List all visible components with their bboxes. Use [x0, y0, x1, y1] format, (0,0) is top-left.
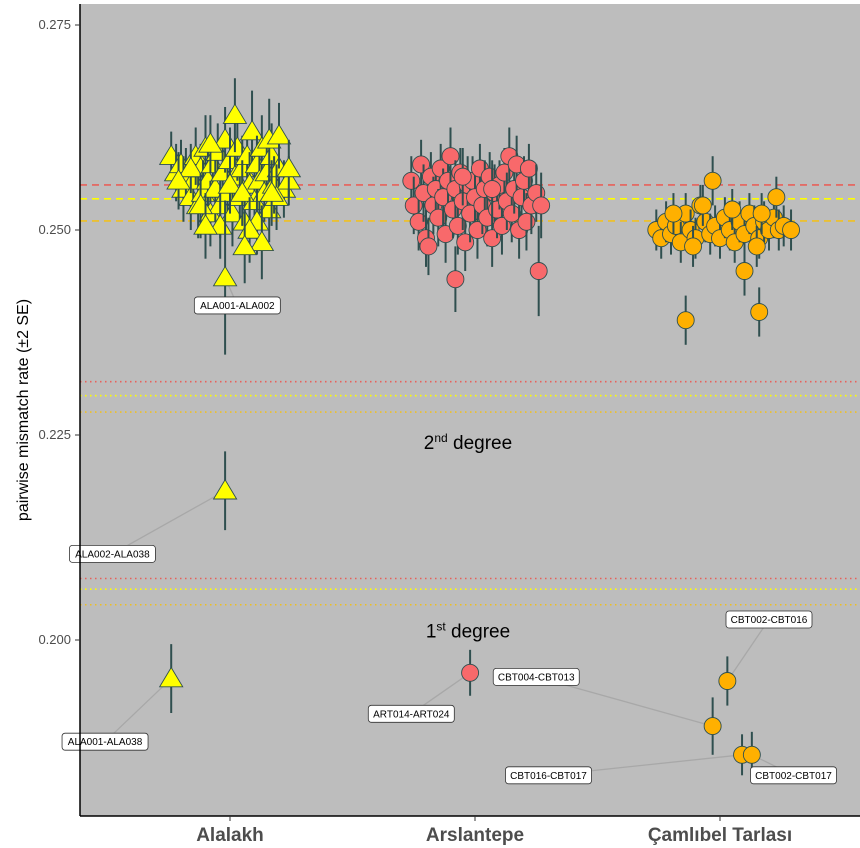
- point-0-44: [198, 132, 223, 153]
- point-2-27: [782, 221, 800, 239]
- pair-label-1: ALA002-ALA038: [75, 549, 150, 560]
- point-0-59: [276, 156, 302, 178]
- point-2-34: [752, 204, 771, 223]
- pair-label-box-2: [61, 732, 149, 751]
- y-axis-label: pairwise mismatch rate (±2 SE): [15, 299, 32, 521]
- labeled-point-3: [461, 663, 480, 682]
- point-0-47: [166, 168, 191, 190]
- x-tick-label-2: Çamlıbel Tarlası: [648, 825, 792, 846]
- y-axis: 0.200 0.225 0.250 0.275: [38, 17, 80, 647]
- point-2-33: [767, 188, 786, 207]
- point-2-36: [676, 311, 695, 330]
- point-1-6: [419, 237, 438, 256]
- point-2-35: [664, 204, 683, 223]
- y-tick-label-3: 0.275: [38, 17, 71, 32]
- point-0-55: [232, 234, 258, 256]
- pair-label-0: ALA001-ALA002: [200, 301, 275, 312]
- point-0-30: [239, 119, 265, 141]
- degree-annotation-1: 1st degree: [426, 620, 510, 643]
- labeled-point-7: [742, 745, 761, 764]
- point-1-10: [429, 208, 448, 227]
- pair-label-7: CBT002-CBT017: [755, 771, 832, 782]
- x-tick-label-0: Alalakh: [196, 825, 264, 846]
- point-1-53: [453, 167, 472, 186]
- pair-label-box-5: [492, 668, 580, 686]
- point-0-45: [217, 173, 243, 194]
- pair-label-6: CBT016-CBT017: [510, 771, 587, 782]
- point-2-38: [750, 303, 769, 321]
- pair-label-box-7: [750, 766, 837, 785]
- pair-label-box-3: [367, 704, 455, 723]
- pair-label-box-4: [725, 610, 813, 629]
- pair-label-box-6: [505, 766, 592, 785]
- data-points: [158, 78, 800, 778]
- point-2-31: [747, 237, 766, 256]
- x-tick-label-1: Arslantepe: [426, 825, 524, 846]
- point-2-37: [735, 262, 754, 280]
- pair-label-5: CBT004-CBT013: [498, 672, 575, 683]
- labeled-point-5: [703, 717, 722, 736]
- point-0-46: [229, 181, 255, 202]
- point-0-52: [222, 103, 248, 124]
- y-tick-label-0: 0.200: [38, 632, 71, 647]
- point-1-3: [412, 155, 431, 174]
- point-2-28: [684, 237, 702, 256]
- degree-annotations: 2nd degree 1st degree: [424, 431, 512, 643]
- point-2-30: [723, 200, 742, 219]
- connector-4: [726, 619, 770, 682]
- labeled-point-2: [158, 666, 184, 688]
- point-0-56: [193, 214, 218, 235]
- degree-annotation-0: 2nd degree: [424, 431, 512, 454]
- pair-labels: ALA001-ALA002 ALA002-ALA038 ALA001-ALA038 A…: [61, 296, 837, 785]
- point-1-40: [502, 204, 521, 223]
- y-tick-label-2: 0.250: [38, 222, 71, 237]
- point-0-22: [220, 201, 245, 223]
- point-1-47: [519, 159, 538, 178]
- point-0-60: [259, 181, 284, 202]
- point-2-32: [703, 171, 722, 190]
- point-0-43: [178, 156, 204, 178]
- point-0-58: [266, 123, 292, 145]
- pair-label-3: ART014-ART024: [373, 709, 450, 720]
- point-1-15: [441, 147, 460, 166]
- pair-label-2: ALA001-ALA038: [68, 737, 143, 748]
- point-1-52: [529, 262, 548, 280]
- point-1-46: [517, 212, 536, 231]
- pair-label-4: CBT002-CBT016: [731, 615, 808, 626]
- point-1-50: [532, 196, 551, 215]
- point-1-54: [483, 180, 502, 198]
- connector-1: [112, 490, 226, 555]
- point-1-51: [446, 270, 465, 289]
- point-2-29: [693, 196, 712, 215]
- x-axis: Alalakh Arslantepe Çamlıbel Tarlası: [196, 816, 792, 846]
- connector-2: [104, 678, 172, 743]
- point-0-54: [249, 230, 275, 252]
- pair-label-box-0: [193, 296, 281, 315]
- pair-label-box-1: [69, 545, 156, 563]
- point-1-0: [402, 171, 421, 190]
- labeled-point-1: [212, 478, 238, 500]
- point-1-2: [409, 212, 428, 231]
- labeled-point-4: [718, 672, 737, 690]
- labeled-point-0: [212, 265, 238, 287]
- y-tick-label-1: 0.225: [38, 427, 71, 442]
